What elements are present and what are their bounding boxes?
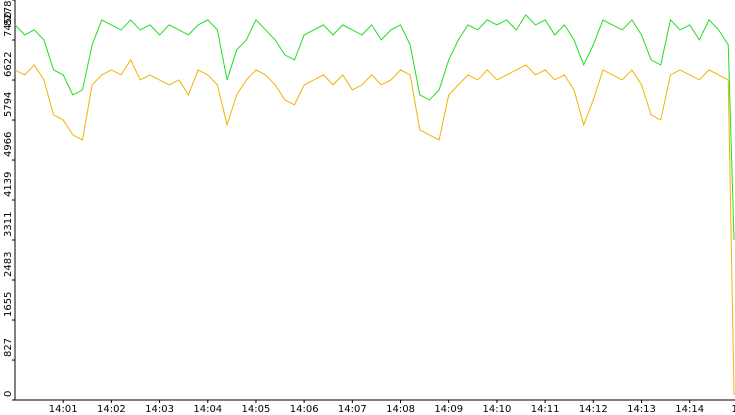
- x-tick-label: 14:01: [49, 404, 78, 415]
- x-tick-label: 14:14: [675, 404, 704, 415]
- x-tick-label: 14:11: [531, 404, 560, 415]
- x-tick-label: 14:09: [434, 404, 463, 415]
- x-tick-label: 14:10: [483, 404, 512, 415]
- x-tick-label: 14:02: [97, 404, 126, 415]
- x-tick-label: 14:06: [290, 404, 319, 415]
- y-tick-label: 7450: [3, 12, 14, 37]
- series-line: [14, 58, 735, 395]
- y-tick-label: 8278: [3, 1, 14, 26]
- y-tick-label: 827: [3, 338, 14, 357]
- y-tick-label: 6622: [3, 52, 14, 77]
- x-tick-label: 14:08: [386, 404, 415, 415]
- x-tick-label: 14:03: [145, 404, 174, 415]
- y-tick-label: 5794: [3, 92, 14, 117]
- y-tick-label: 3311: [3, 212, 14, 237]
- series-line: [14, 14, 735, 240]
- x-tick-label: 14:13: [627, 404, 656, 415]
- y-tick-label: 4139: [3, 172, 14, 197]
- x-tick-label: 14:07: [338, 404, 367, 415]
- x-tick-label: 14:04: [193, 404, 222, 415]
- y-tick-label: 0: [3, 391, 14, 397]
- x-tick-label: 14:05: [242, 404, 271, 415]
- y-tick-label: 2483: [3, 252, 14, 277]
- y-tick-label: 4966: [3, 132, 14, 157]
- x-tick-label: 14:12: [579, 404, 608, 415]
- x-tick-label: 14: [732, 404, 735, 415]
- y-tick-label: 1655: [3, 292, 14, 317]
